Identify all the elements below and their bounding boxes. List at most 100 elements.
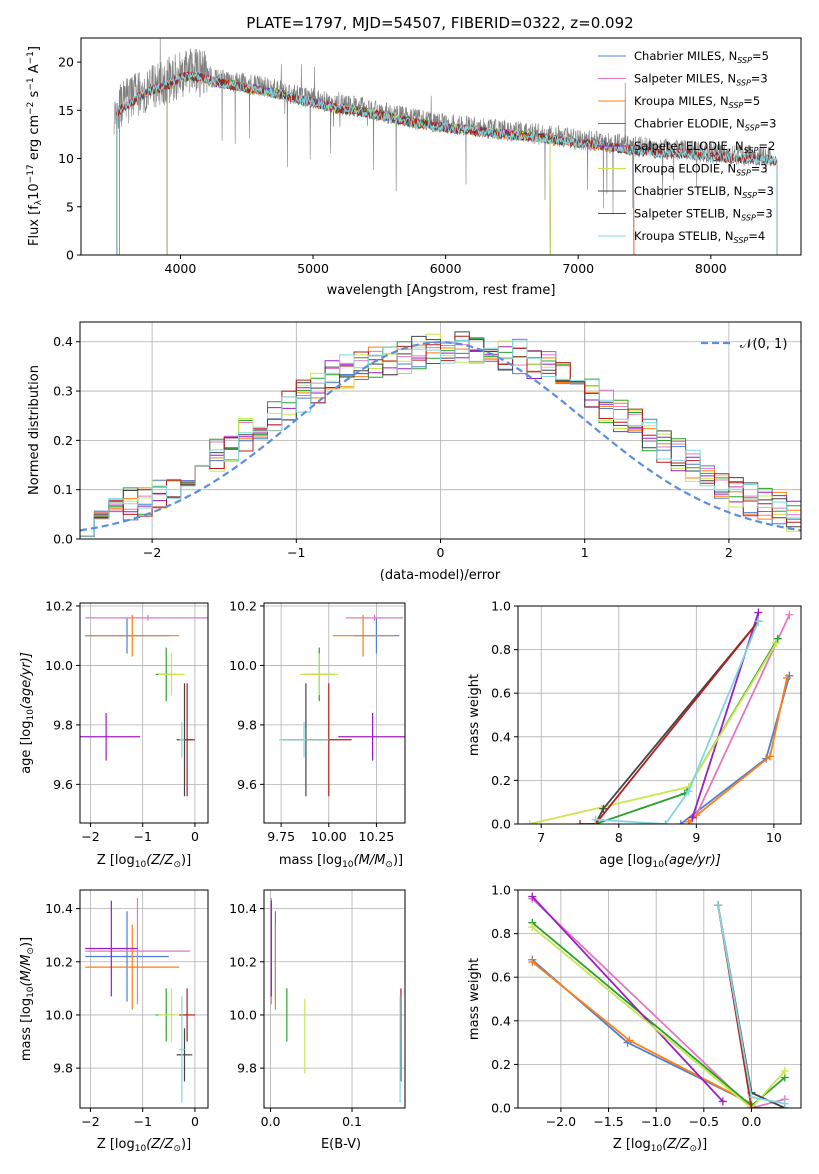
z-weight-line-kroupa_miles bbox=[531, 961, 752, 1105]
age-weight-marker-kroupa_stelib bbox=[661, 820, 670, 824]
ebv-mass-ytick-label: 10.4 bbox=[229, 901, 257, 916]
mass-age-axes-frame bbox=[263, 602, 406, 824]
z-mass-xlabel: Z [log10(Z/Z⊙)] bbox=[97, 1137, 191, 1154]
ebv-mass-xtick-label: 0.0 bbox=[261, 1114, 281, 1129]
histogram-xtick-label: −2 bbox=[143, 545, 161, 560]
ebv-mass-axes-frame bbox=[263, 889, 406, 1109]
z-mass-axes-frame bbox=[79, 889, 209, 1109]
z-weight-marker-kroupa_elodie bbox=[528, 923, 537, 932]
age-weight-ytick-label: 0.8 bbox=[491, 642, 511, 657]
z-age-ytick-label: 10.2 bbox=[45, 598, 73, 613]
normal-legend-label: 𝒩(0, 1) bbox=[740, 337, 787, 352]
z-weight-axes-frame bbox=[517, 889, 802, 1109]
histogram-ticks: −2 −1 0 1 2 0.0 0.1 0.2 0.3 0.4 bbox=[53, 334, 733, 560]
z-age-ytick-label: 10.0 bbox=[45, 658, 73, 673]
z-mass-panel: −2 −1 0 9.8 10.0 10.2 10.4 Z [log10(Z/Z⊙)] mas… bbox=[19, 889, 209, 1154]
age-weight-ytick-label: 0.6 bbox=[491, 686, 511, 701]
histogram-panel: −2 −1 0 1 2 0.0 0.1 0.2 0.3 0.4 (data-model)/erro… bbox=[27, 321, 802, 583]
histogram-ytick-label: 0.3 bbox=[53, 384, 73, 399]
spectrum-ytick-label: 5 bbox=[66, 199, 74, 214]
z-weight-ytick-label: 0.8 bbox=[491, 926, 511, 941]
z-mass-xtick-label: −2 bbox=[81, 1114, 99, 1129]
spectrum-ticks: 4000 5000 6000 7000 8000 0 5 10 15 20 bbox=[58, 55, 727, 276]
mass-age-ytick-label: 10.2 bbox=[229, 598, 257, 613]
age-weight-ytick-label: 0.4 bbox=[491, 729, 511, 744]
spectrum-ytick-label: 15 bbox=[58, 103, 74, 118]
z-mass-ytick-label: 10.2 bbox=[45, 954, 73, 969]
z-mass-xtick-label: 0 bbox=[191, 1114, 199, 1129]
model-spectrum-chabrier_miles bbox=[119, 70, 635, 255]
model-spectrum-kroupa_elodie bbox=[166, 71, 551, 255]
mass-age-errorbars bbox=[279, 614, 405, 797]
mass-age-panel: 9.75 10.00 10.25 9.6 9.8 10.0 10.2 mass [log10… bbox=[229, 598, 406, 870]
z-age-panel: −2 −1 0 9.6 9.8 10.0 10.2 Z [log10(Z/Z⊙)] age … bbox=[19, 598, 209, 870]
age-weight-lines bbox=[525, 608, 794, 824]
figure-title: PLATE=1797, MJD=54507, FIBERID=0322, z=0… bbox=[246, 14, 633, 32]
z-mass-grid bbox=[80, 890, 208, 1108]
age-weight-xtick-label: 10 bbox=[766, 830, 782, 845]
age-weight-marker-kroupa_stelib bbox=[754, 617, 763, 626]
spectrum-model-traces bbox=[116, 70, 778, 255]
spectrum-xtick-label: 7000 bbox=[562, 261, 594, 276]
legend-label-salpeter_stelib: Salpeter STELIB, NSSP=3 bbox=[634, 207, 773, 223]
histogram-ylabel: Normed distribution bbox=[27, 365, 42, 495]
age-weight-marker-kroupa_stelib bbox=[684, 787, 693, 796]
z-mass-ytick-label: 10.4 bbox=[45, 901, 73, 916]
legend-label-salpeter_elodie: Salpeter ELODIE, NSSP=2 bbox=[634, 139, 775, 155]
age-weight-ytick-label: 1.0 bbox=[491, 599, 511, 614]
age-weight-ticks: 7 8 9 10 0.0 0.2 0.4 0.6 0.8 1.0 bbox=[491, 599, 782, 846]
age-weight-marker-kroupa_miles bbox=[783, 673, 792, 682]
spectrum-xtick-label: 5000 bbox=[297, 261, 329, 276]
ebv-mass-ytick-label: 9.8 bbox=[237, 1061, 257, 1076]
legend-label-salpeter_miles: Salpeter MILES, NSSP=3 bbox=[634, 72, 768, 88]
age-weight-ylabel: mass weight bbox=[467, 674, 482, 756]
age-weight-marker-chabrier_miles bbox=[676, 820, 685, 824]
age-weight-marker-salpeter_stelib bbox=[576, 820, 585, 824]
histogram-xtick-label: −1 bbox=[287, 545, 305, 560]
z-weight-lines bbox=[528, 892, 789, 1108]
spectrum-xtick-label: 6000 bbox=[430, 261, 462, 276]
age-weight-grid bbox=[518, 605, 801, 825]
z-weight-marker-kroupa_stelib bbox=[714, 901, 723, 910]
model-spectrum-salpeter_elodie bbox=[166, 71, 551, 255]
age-weight-xtick-label: 8 bbox=[615, 830, 623, 845]
histogram-axes-frame bbox=[79, 321, 802, 540]
z-weight-line-kroupa_elodie bbox=[531, 926, 786, 1108]
age-weight-marker-chabrier_elodie bbox=[773, 634, 782, 643]
histogram-xtick-label: 0 bbox=[437, 545, 445, 560]
age-weight-xlabel: age [log10(age/yr)] bbox=[599, 853, 721, 870]
z-weight-ticks: −2.0 −1.5 −1.0 −0.5 0.0 0.0 0.2 0.4 0.6 0.8 1.0 bbox=[491, 883, 761, 1130]
z-weight-marker-kroupa_miles bbox=[625, 1036, 634, 1045]
spectrum-xtick-label: 8000 bbox=[695, 261, 727, 276]
z-mass-ytick-label: 10.0 bbox=[45, 1007, 73, 1022]
age-weight-marker-salpeter_miles bbox=[785, 610, 794, 619]
mass-age-xtick-label: 10.25 bbox=[359, 829, 395, 844]
z-weight-marker-kroupa_elodie bbox=[780, 1066, 789, 1075]
model-spectrum-salpeter_miles bbox=[119, 70, 635, 255]
age-weight-marker-kroupa_elodie bbox=[772, 639, 781, 648]
ebv-mass-ytick-label: 10.0 bbox=[229, 1007, 257, 1022]
spectrum-ytick-label: 0 bbox=[66, 248, 74, 263]
mass-age-ytick-label: 10.0 bbox=[229, 658, 257, 673]
spectrum-ylabel: Flux [fλ10−17 erg cm−2 s−1 A−1] bbox=[26, 46, 44, 246]
z-weight-ytick-label: 0.6 bbox=[491, 970, 511, 985]
age-weight-xtick-label: 7 bbox=[537, 830, 545, 845]
z-weight-xtick-label: −0.5 bbox=[689, 1114, 719, 1129]
legend-label-kroupa_miles: Kroupa MILES, NSSP=5 bbox=[634, 94, 760, 110]
z-weight-marker-kroupa_stelib bbox=[747, 1093, 756, 1102]
model-spectrum-kroupa_stelib bbox=[116, 71, 778, 255]
age-weight-marker-salpeter_elodie bbox=[754, 608, 763, 617]
model-spectrum-chabrier_elodie bbox=[166, 71, 551, 255]
mass-age-ytick-label: 9.6 bbox=[237, 777, 257, 792]
mass-age-ytick-label: 9.8 bbox=[237, 717, 257, 732]
model-spectrum-kroupa_miles bbox=[119, 71, 635, 255]
histogram-ytick-label: 0.1 bbox=[53, 482, 73, 497]
histogram-ytick-label: 0.2 bbox=[53, 433, 73, 448]
z-age-xtick-label: 0 bbox=[191, 829, 199, 844]
z-age-errorbars bbox=[80, 614, 208, 797]
z-weight-line-salpeter_elodie bbox=[531, 895, 724, 1103]
ebv-mass-ytick-label: 10.2 bbox=[229, 954, 257, 969]
legend-label-kroupa_stelib: Kroupa STELIB, NSSP=4 bbox=[634, 229, 765, 245]
z-age-ylabel: age [log10(age/yr)] bbox=[19, 652, 36, 774]
